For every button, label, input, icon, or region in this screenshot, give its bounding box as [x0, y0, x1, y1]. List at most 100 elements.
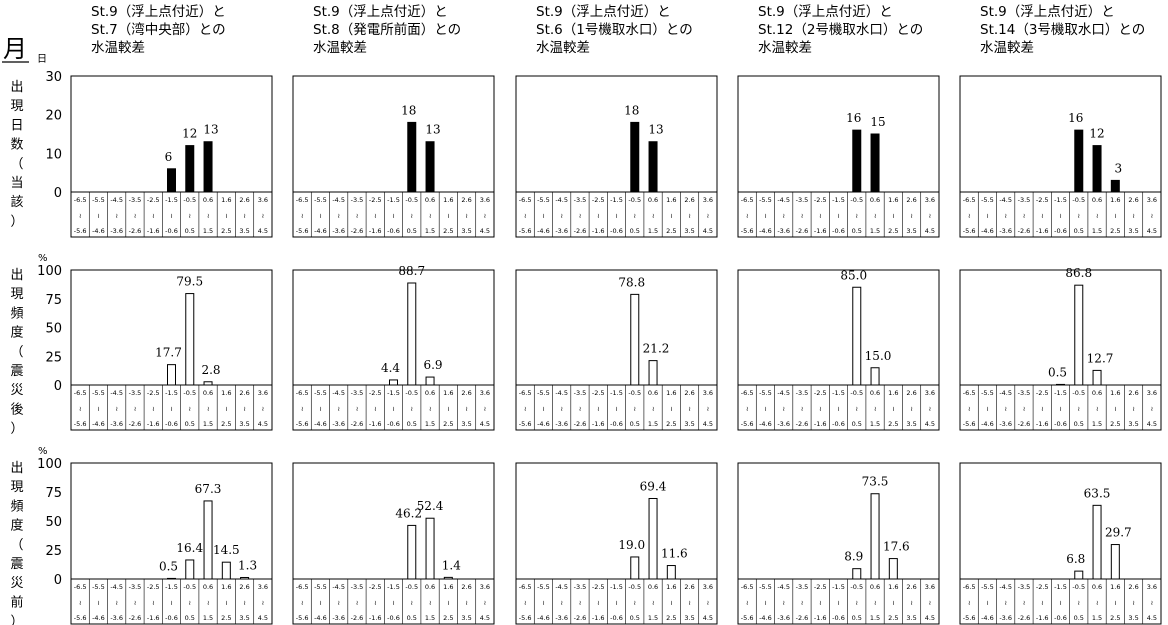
- bin-lower-label: -3.6: [999, 614, 1012, 622]
- bin-upper-label: -4.5: [555, 583, 568, 591]
- column-title-line: St.14（3号機取水口）との: [980, 22, 1145, 38]
- bin-range-tilde: ≀: [579, 405, 581, 413]
- bin-range-tilde: ≀: [837, 212, 839, 220]
- bin-upper-label: 2.6: [1128, 583, 1138, 591]
- bin-table-frame: [515, 578, 718, 625]
- bin-upper-label: -0.5: [405, 583, 418, 591]
- bin-lower-label: 0.5: [630, 420, 640, 428]
- bin-upper-label: -4.5: [777, 583, 790, 591]
- bin-upper-label: -1.5: [832, 583, 845, 591]
- bin-range-tilde: ≀: [484, 405, 486, 413]
- bin-lower-label: -5.6: [519, 614, 532, 622]
- bin-upper-label: 0.6: [1092, 389, 1102, 397]
- bin-lower-label: -2.6: [574, 614, 587, 622]
- bin-range-tilde: ≀: [968, 405, 970, 413]
- data-label: 52.4: [417, 499, 444, 513]
- plot-frame: [959, 462, 1162, 580]
- bin-lower-label: -5.6: [74, 614, 87, 622]
- bin-upper-label: 1.6: [443, 389, 453, 397]
- bin-range-tilde: ≀: [652, 599, 654, 607]
- bin-lower-label: -0.6: [610, 614, 623, 622]
- bin-range-tilde: ≀: [986, 599, 988, 607]
- row-side-label-char: ）: [10, 615, 23, 625]
- bin-upper-label: -5.5: [314, 389, 327, 397]
- bin-upper-label: -5.5: [981, 389, 994, 397]
- bin-upper-label: -3.5: [351, 389, 364, 397]
- bin-lower-label: -4.6: [981, 227, 994, 235]
- bin-upper-label: -6.5: [741, 583, 754, 591]
- bin-upper-label: 0.6: [425, 196, 435, 204]
- bin-lower-label: -4.6: [92, 614, 105, 622]
- bin-lower-label: 1.5: [203, 420, 213, 428]
- data-label: 67.3: [195, 482, 222, 496]
- bin-range-tilde: ≀: [1132, 405, 1134, 413]
- bin-upper-label: 3.6: [925, 583, 935, 591]
- bin-upper-label: -2.5: [147, 583, 160, 591]
- bin-upper-label: -0.5: [850, 196, 863, 204]
- bin-range-tilde: ≀: [134, 405, 136, 413]
- bin-range-tilde: ≀: [262, 599, 264, 607]
- bin-upper-label: -5.5: [314, 196, 327, 204]
- bin-upper-label: -5.5: [759, 196, 772, 204]
- bin-upper-label: -6.5: [296, 389, 309, 397]
- column-title-line: St.8（発電所前面）との: [313, 21, 461, 38]
- bin-lower-label: -1.6: [1036, 614, 1049, 622]
- row-side-label-char: 出: [10, 268, 23, 283]
- bin-upper-label: 0.6: [870, 196, 880, 204]
- bin-range-tilde: ≀: [1096, 599, 1098, 607]
- bin-range-tilde: ≀: [892, 405, 894, 413]
- bin-range-tilde: ≀: [319, 599, 321, 607]
- bin-lower-label: 4.5: [258, 227, 268, 235]
- bin-upper-label: -5.5: [92, 196, 105, 204]
- bin-lower-label: -3.6: [555, 227, 568, 235]
- chart-panel: -6.5 ≀ -5.6 -5.5 ≀ -4.6 -4.5 ≀ -3.6 -3.5 ≀ -2.6 -2.5…: [70, 462, 273, 625]
- bin-lower-label: 2.5: [221, 227, 231, 235]
- bin-lower-label: 0.5: [185, 227, 195, 235]
- y-tick-label: 25: [45, 350, 62, 365]
- bin-upper-label: -6.5: [519, 389, 532, 397]
- bin-upper-label: 1.6: [221, 196, 231, 204]
- bin-lower-label: -3.6: [777, 420, 790, 428]
- bin-upper-label: 0.6: [203, 583, 213, 591]
- bin-range-tilde: ≀: [986, 212, 988, 220]
- bin-lower-label: -5.6: [963, 420, 976, 428]
- bin-lower-label: -0.6: [610, 227, 623, 235]
- bin-upper-label: -6.5: [74, 196, 87, 204]
- bin-upper-label: -2.5: [1036, 583, 1049, 591]
- bin-upper-label: -3.5: [351, 583, 364, 591]
- bin-upper-label: -6.5: [296, 196, 309, 204]
- bin-range-tilde: ≀: [97, 405, 99, 413]
- bin-lower-label: 2.5: [443, 227, 453, 235]
- bin-lower-label: -0.6: [387, 614, 400, 622]
- row-side-label-char: （: [10, 538, 23, 553]
- bin-range-tilde: ≀: [79, 405, 81, 413]
- bin-upper-label: -0.5: [405, 389, 418, 397]
- bin-lower-label: 4.5: [925, 420, 935, 428]
- chart-panel: -6.5 ≀ -5.6 -5.5 ≀ -4.6 -4.5 ≀ -3.6 -3.5 ≀ -2.6 -2.5…: [70, 269, 273, 431]
- bin-upper-label: -1.5: [165, 389, 178, 397]
- bin-upper-label: 2.6: [684, 196, 694, 204]
- bin-range-tilde: ≀: [225, 405, 227, 413]
- bin-range-tilde: ≀: [560, 212, 562, 220]
- bin-lower-label: 0.5: [1074, 227, 1084, 235]
- bin-upper-label: 2.6: [239, 389, 249, 397]
- bin-upper-label: 0.6: [870, 389, 880, 397]
- bin-lower-label: -2.6: [1018, 227, 1031, 235]
- bin-range-tilde: ≀: [707, 405, 709, 413]
- bar: [1110, 179, 1120, 193]
- bin-range-tilde: ≀: [484, 599, 486, 607]
- chart-panel: -6.5 ≀ -5.6 -5.5 ≀ -4.6 -4.5 ≀ -3.6 -3.5 ≀ -2.6 -2.5…: [515, 462, 718, 625]
- bin-lower-label: -2.6: [1018, 614, 1031, 622]
- bin-lower-label: 3.5: [906, 420, 916, 428]
- column-title-line: 水温較差: [536, 40, 590, 56]
- bin-range-tilde: ≀: [968, 599, 970, 607]
- bin-range-tilde: ≀: [670, 599, 672, 607]
- bin-range-tilde: ≀: [746, 212, 748, 220]
- bin-lower-label: 1.5: [1092, 420, 1102, 428]
- bin-range-tilde: ≀: [634, 405, 636, 413]
- bin-upper-label: 3.6: [703, 583, 713, 591]
- bin-range-tilde: ≀: [801, 599, 803, 607]
- bar: [443, 576, 453, 580]
- bin-upper-label: -3.5: [129, 389, 142, 397]
- bin-upper-label: 2.6: [461, 389, 471, 397]
